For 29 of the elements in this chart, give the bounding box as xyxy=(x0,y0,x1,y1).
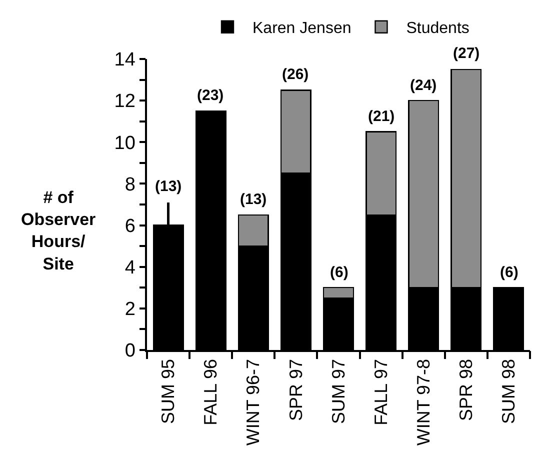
y-tick-label: 8 xyxy=(124,174,136,196)
x-tick-label: FALL 96 xyxy=(200,358,221,426)
x-tick-label: WINT 96-7 xyxy=(243,358,264,446)
y-tick-label: 2 xyxy=(124,299,136,320)
y-tick-label: 14 xyxy=(114,50,136,71)
y-tick-label: 12 xyxy=(114,91,136,112)
annotation: (13) xyxy=(155,178,182,195)
y-tick-label: 10 xyxy=(114,132,136,154)
legend-label: Students xyxy=(406,20,470,38)
annotation: (26) xyxy=(282,66,309,83)
annotation: (13) xyxy=(240,191,267,208)
annotation: (24) xyxy=(410,77,437,94)
x-tick-label: SUM 97 xyxy=(328,358,348,424)
annotation: (6) xyxy=(500,264,518,281)
y-tick-label: 6 xyxy=(124,216,136,237)
x-tick-label: WINT 97-8 xyxy=(413,358,434,446)
annotation: (27) xyxy=(453,45,480,62)
x-tick-label: SPR 97 xyxy=(286,358,306,421)
x-tick-label: SPR 98 xyxy=(456,358,476,421)
annotation: (6) xyxy=(330,264,348,281)
annotation: (21) xyxy=(368,108,395,125)
legend-label: Karen Jensen xyxy=(252,20,352,38)
y-tick-label: 0 xyxy=(124,340,136,362)
y-tick-label: 4 xyxy=(124,258,136,279)
x-tick-label: FALL 97 xyxy=(370,358,391,426)
x-tick-label: SUM 98 xyxy=(498,358,519,424)
annotation: (23) xyxy=(197,87,224,104)
x-tick-label: SUM 95 xyxy=(158,358,178,424)
y-axis-title: # of Observer Hours/ Site xyxy=(21,188,96,274)
